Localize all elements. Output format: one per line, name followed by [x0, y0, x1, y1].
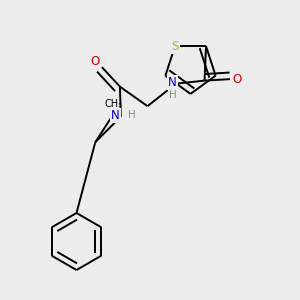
Text: CH₃: CH₃	[104, 99, 122, 109]
Text: O: O	[232, 73, 242, 85]
Text: H: H	[169, 90, 176, 100]
Text: N: N	[111, 109, 120, 122]
Text: S: S	[171, 40, 179, 52]
Text: O: O	[91, 55, 100, 68]
Text: H: H	[128, 110, 136, 120]
Text: N: N	[168, 76, 177, 89]
